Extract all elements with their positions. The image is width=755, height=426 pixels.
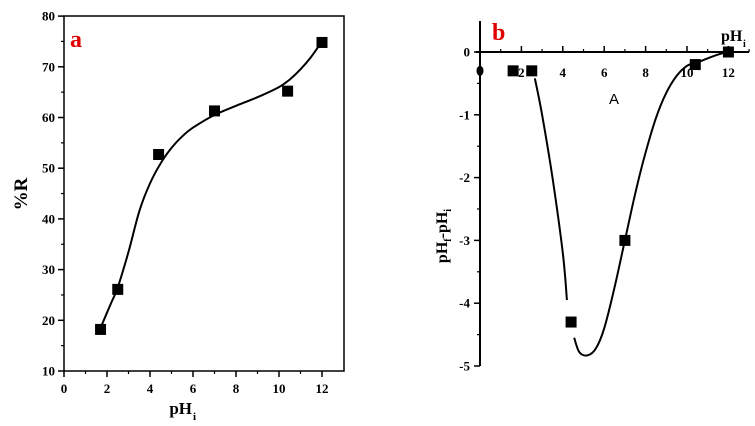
y-axis-label-b-main: pH [434, 241, 451, 263]
x-axis-label-a-main: pH [169, 399, 192, 418]
x-tick-label-b: 4 [560, 65, 567, 80]
x-tick-label-a: 4 [147, 381, 154, 396]
x-tick-label-b: 12 [722, 65, 735, 80]
data-point-a [316, 36, 328, 48]
x-axis-label-b: pH [721, 28, 743, 45]
annotation-a: A [609, 91, 619, 108]
y-tick-label-a: 10 [42, 364, 55, 379]
panel-b: b pH i pHf-pHi A 2 4 6 8 10 120-1-2-3-4-5 [434, 20, 750, 374]
y-tick-label-a: 60 [42, 110, 55, 125]
data-point-b [619, 234, 631, 246]
y-tick-label-b: -4 [459, 296, 470, 311]
plot-frame-a [63, 15, 345, 372]
y-tick-label-b: -1 [459, 107, 470, 122]
x-tick-label-b: 6 [601, 65, 608, 80]
y-axis-label-b-mid: -pH [434, 211, 451, 238]
y-axis-label-b-sub2: i [443, 209, 454, 212]
data-point-b [507, 65, 519, 77]
data-point-b [526, 65, 538, 77]
y-tick-label-a: 70 [42, 59, 55, 74]
fit-curve-b [573, 51, 729, 357]
fit-curve-a [99, 40, 323, 329]
x-axis-label-a-sub: i [193, 411, 196, 423]
svg-text:pHf-pHi: pHf-pHi [434, 209, 454, 263]
panel-label-b: b [492, 20, 505, 46]
fit-curve-b [533, 78, 568, 301]
data-point-b [722, 46, 734, 58]
y-tick-label-b: -3 [459, 233, 470, 248]
y-tick-label-b: -2 [459, 170, 470, 185]
y-tick-label-a: 30 [42, 262, 55, 277]
x-tick-label-b: 8 [642, 65, 649, 80]
x-tick-label-a: 12 [316, 381, 329, 396]
x-tick-label-a: 8 [233, 381, 240, 396]
y-tick-label-a: 40 [42, 211, 55, 226]
y-tick-label-a: 20 [42, 313, 55, 328]
data-point-b [476, 65, 484, 76]
data-point-a [282, 85, 294, 97]
panel-label-a: a [70, 27, 82, 53]
y-axis-label-a: %R [11, 177, 32, 210]
data-point-a [95, 323, 107, 335]
x-tick-label-a: 0 [61, 381, 68, 396]
y-tick-label-b: -5 [459, 359, 470, 374]
data-point-a [209, 105, 220, 117]
x-tick-label-a: 2 [104, 381, 111, 396]
y-tick-label-a: 80 [42, 9, 55, 24]
y-tick-label-a: 50 [42, 161, 55, 176]
x-tick-label-b: 2 [518, 65, 525, 80]
x-tick-label-a: 6 [190, 381, 197, 396]
data-point-a [153, 149, 165, 161]
panel-a: a %R pH i 0 2 4 6 8 10 12 10 20 30 40 50 60 70 80 [11, 9, 345, 423]
x-tick-label-a: 10 [273, 381, 286, 396]
y-tick-label-b: 0 [464, 45, 471, 60]
y-axis-label-b: pHf-pHi [434, 209, 454, 263]
x-axis-label-a: pH [169, 399, 192, 418]
y-axis-label-b-sub1: f [443, 238, 454, 242]
data-point-b [565, 316, 577, 328]
data-point-a [112, 283, 124, 295]
x-axis-label-b-sub: i [743, 39, 746, 50]
data-point-b [689, 59, 701, 71]
